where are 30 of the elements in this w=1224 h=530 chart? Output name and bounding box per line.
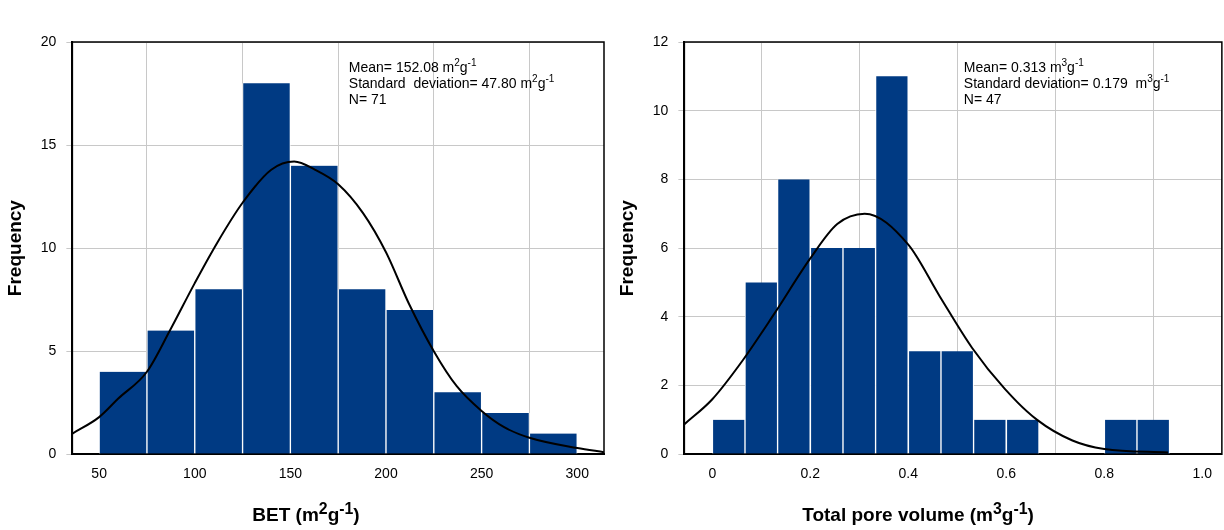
y-tick-label: 0	[660, 445, 669, 462]
x-tick-label: 0.2	[800, 465, 821, 482]
x-axis-title: Total pore volume (m$^{3}$g$^{-1}$)	[801, 500, 1035, 527]
y-tick-label: 8	[660, 170, 669, 187]
x-tick-label: 1.0	[1192, 465, 1213, 482]
x-tick-label: 0.8	[1094, 465, 1115, 482]
y-tick-label: 2	[660, 376, 669, 393]
x-tick-label: 50	[91, 465, 108, 482]
x-tick-label: 300	[565, 465, 590, 482]
y-tick-label: 10	[40, 238, 57, 255]
x-tick-label: 100	[183, 465, 207, 482]
x-tick-label: 150	[278, 465, 303, 482]
x-tick-label: 0.4	[898, 465, 919, 482]
y-tick-label: 20	[40, 32, 57, 49]
y-tick-label: 10	[652, 101, 669, 118]
y-tick-label: 12	[652, 32, 669, 49]
y-tick-label: 6	[660, 238, 669, 255]
x-tick-label: 250	[469, 465, 494, 482]
y-tick-label: 0	[48, 445, 57, 462]
x-axis-title: BET (m$^{2}$g$^{-1}$)	[251, 500, 361, 527]
y-tick-label: 15	[40, 135, 57, 152]
y-tick-label: 5	[48, 342, 57, 359]
annotation: N= 47	[963, 91, 1002, 107]
x-tick-label: 0	[708, 465, 717, 482]
x-tick-label: 200	[374, 465, 398, 482]
y-tick-label: 4	[660, 307, 669, 324]
x-tick-label: 0.6	[996, 465, 1017, 482]
annotation: N= 71	[348, 91, 387, 107]
y-axis-title: Frequency	[3, 199, 25, 297]
y-axis-title: Frequency	[615, 199, 637, 297]
